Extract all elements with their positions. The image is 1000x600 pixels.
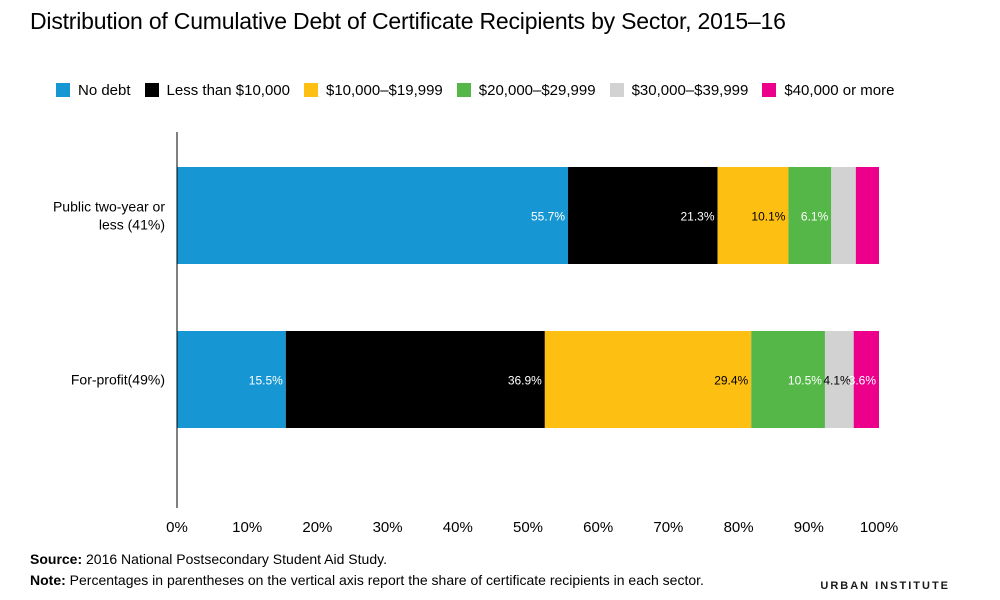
category-label: Public two-year or less (41%) xyxy=(53,199,165,233)
chart-title: Distribution of Cumulative Debt of Certi… xyxy=(30,8,786,34)
data-label: 55.7% xyxy=(531,210,565,224)
bar-segment xyxy=(285,331,545,428)
x-tick-label: 80% xyxy=(724,519,754,536)
category-label: For-profit(49%) xyxy=(71,372,165,388)
legend-label: $10,000–$19,999 xyxy=(325,81,443,99)
bar-segment xyxy=(824,331,854,428)
source-line: Source: 2016 National Postsecondary Stud… xyxy=(30,551,387,567)
note-line: Note: Percentages in parentheses on the … xyxy=(30,572,704,588)
x-tick-label: 50% xyxy=(513,519,543,536)
x-tick-label: 10% xyxy=(232,519,262,536)
x-tick-label: 100% xyxy=(860,519,898,536)
bar-segment xyxy=(717,167,789,264)
legend-label: $40,000 or more xyxy=(784,81,895,99)
data-label: 4.1% xyxy=(823,374,851,388)
data-label: 3.6% xyxy=(849,374,877,388)
bar-segment xyxy=(831,167,856,264)
x-tick-label: 70% xyxy=(653,519,683,536)
x-tick-label: 90% xyxy=(794,519,824,536)
x-tick-label: 20% xyxy=(302,519,332,536)
bar-segment xyxy=(544,331,752,428)
legend-item: No debt xyxy=(56,82,131,99)
legend-swatch xyxy=(144,83,159,97)
bar-segment xyxy=(751,331,825,428)
legend-item: $30,000–$39,999 xyxy=(609,81,749,99)
x-tick-label: 30% xyxy=(373,519,403,536)
legend-item: Less than $10,000 xyxy=(144,81,290,99)
legend-swatch xyxy=(762,83,777,97)
brand-logo-text: URBAN INSTITUTE xyxy=(820,580,950,592)
bar-segment xyxy=(855,167,879,264)
note-label: Note: xyxy=(30,572,66,588)
x-tick-label: 40% xyxy=(443,519,473,536)
bar-segment xyxy=(177,167,569,264)
data-label: 21.3% xyxy=(681,210,715,224)
note-text: Percentages in parentheses on the vertic… xyxy=(69,572,704,588)
data-label: 15.5% xyxy=(249,374,283,388)
bar-segment xyxy=(568,167,718,264)
legend-item: $40,000 or more xyxy=(762,82,894,99)
x-tick-label: 0% xyxy=(166,519,188,536)
data-label: 10.5% xyxy=(788,374,822,388)
legend-label: No debt xyxy=(78,81,131,99)
legend-swatch xyxy=(56,83,70,97)
x-tick-label: 60% xyxy=(583,519,613,536)
legend-item: $20,000–$29,999 xyxy=(456,81,596,99)
source-label: Source: xyxy=(30,551,83,567)
legend-swatch xyxy=(456,83,471,97)
data-label: 29.4% xyxy=(714,374,748,388)
data-label: 10.1% xyxy=(751,210,785,224)
bar-segment xyxy=(853,331,879,428)
legend-swatch xyxy=(609,83,624,97)
data-label: 36.9% xyxy=(508,374,542,388)
bar-segment xyxy=(788,167,832,264)
legend-label: $20,000–$29,999 xyxy=(478,81,596,99)
legend-swatch xyxy=(303,83,318,97)
legend: No debt Less than $10,000 $10,000–$19,999 $… xyxy=(56,80,908,100)
legend-label: $30,000–$39,999 xyxy=(631,81,749,99)
legend-label: Less than $10,000 xyxy=(166,81,290,99)
legend-item: $10,000–$19,999 xyxy=(303,81,443,99)
data-label: 6.1% xyxy=(801,210,829,224)
bar-segment xyxy=(177,331,286,428)
source-text: 2016 National Postsecondary Student Aid … xyxy=(86,551,387,567)
